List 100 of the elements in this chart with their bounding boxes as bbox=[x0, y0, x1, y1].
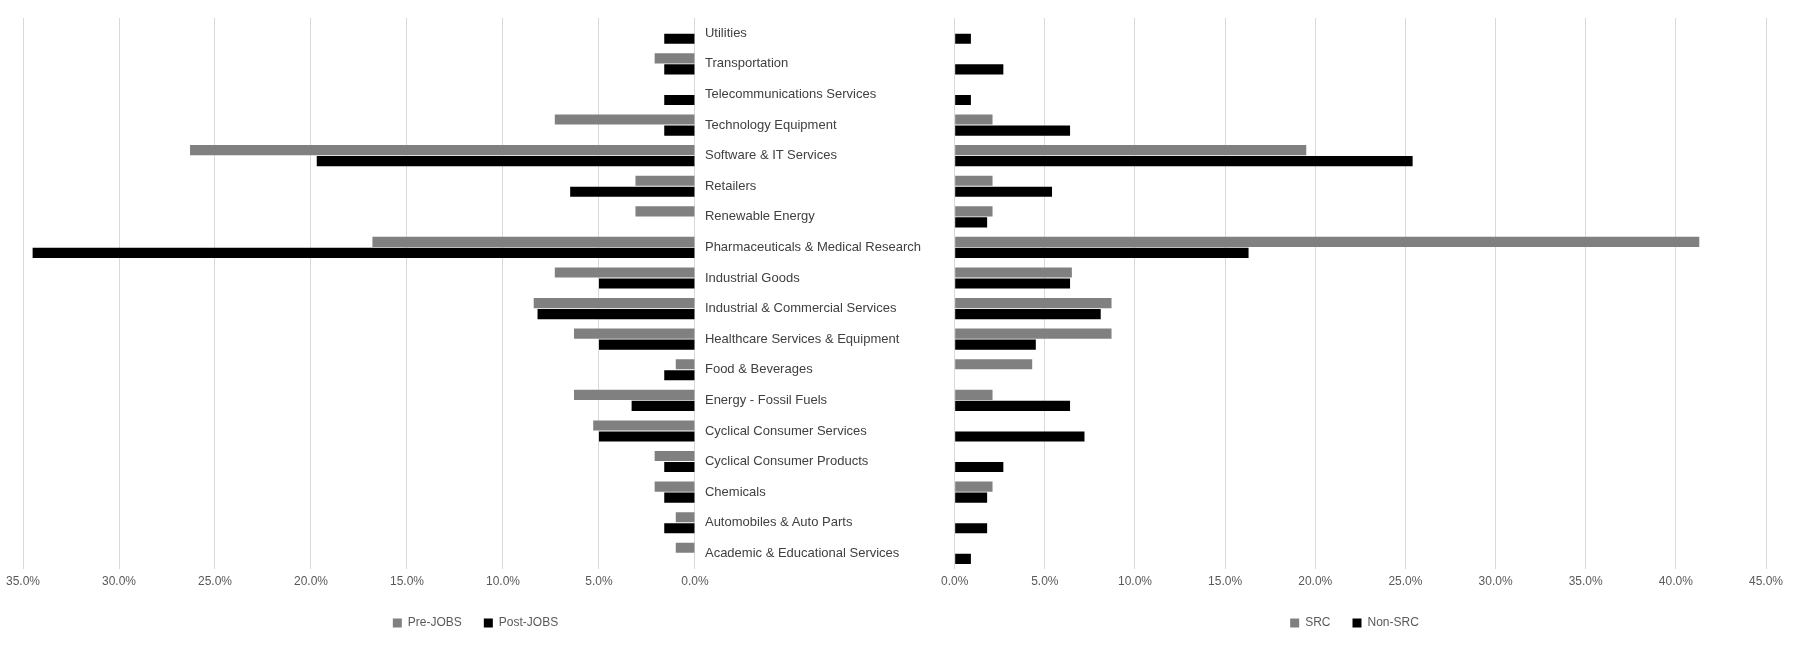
legend-label: Pre-JOBS bbox=[407, 615, 462, 630]
x-tick-label: 30.0% bbox=[1478, 574, 1513, 589]
bar bbox=[955, 206, 993, 217]
bar bbox=[598, 278, 695, 289]
bar bbox=[635, 175, 695, 186]
bar bbox=[955, 64, 1004, 75]
y-tick-label: Cyclical Consumer Products bbox=[704, 453, 869, 469]
bar bbox=[955, 145, 1307, 156]
y-tick-label: Energy - Fossil Fuels bbox=[704, 391, 828, 407]
bar bbox=[664, 492, 695, 503]
bar bbox=[32, 247, 695, 258]
bar bbox=[955, 186, 1053, 197]
y-tick-label: Industrial Goods bbox=[704, 269, 801, 285]
bar bbox=[955, 481, 993, 492]
bar bbox=[955, 33, 971, 44]
bar bbox=[654, 481, 695, 492]
legend-label: Non-SRC bbox=[1367, 615, 1420, 630]
x-tick-label: 10.0% bbox=[1117, 574, 1153, 589]
bar bbox=[955, 298, 1112, 309]
bar bbox=[955, 431, 1085, 442]
bar bbox=[955, 400, 1071, 411]
y-tick-label: Industrial & Commercial Services bbox=[704, 300, 897, 316]
bar bbox=[635, 206, 695, 217]
bar bbox=[955, 217, 988, 228]
bar bbox=[955, 175, 993, 186]
y-tick-label: Technology Equipment bbox=[704, 116, 837, 132]
bar bbox=[955, 523, 988, 534]
legend-label: SRC bbox=[1305, 615, 1331, 630]
y-tick-label: Chemicals bbox=[704, 483, 767, 499]
y-tick-label: Pharmaceuticals & Medical Research bbox=[704, 238, 922, 254]
x-tick-label: 10.0% bbox=[485, 574, 521, 589]
y-tick-label: Telecommunications Services bbox=[704, 86, 877, 102]
bar bbox=[316, 156, 695, 167]
y-tick-label: Food & Beverages bbox=[704, 361, 814, 377]
bar bbox=[537, 309, 695, 320]
y-tick-label: Renewable Energy bbox=[704, 208, 816, 224]
bar bbox=[955, 492, 988, 503]
bar bbox=[955, 278, 1071, 289]
bar bbox=[664, 125, 695, 136]
bar bbox=[664, 461, 695, 473]
bar bbox=[533, 298, 695, 309]
bar bbox=[675, 542, 695, 553]
bar bbox=[955, 156, 1413, 167]
bar bbox=[955, 114, 993, 125]
legend-label: Post-JOBS bbox=[498, 615, 559, 630]
bar bbox=[664, 64, 695, 75]
bar bbox=[664, 370, 695, 381]
bar bbox=[955, 309, 1101, 320]
bar bbox=[955, 94, 971, 106]
bar bbox=[664, 523, 695, 534]
bar bbox=[372, 236, 695, 247]
y-tick-label: Transportation bbox=[704, 55, 789, 71]
bar bbox=[598, 431, 695, 442]
x-tick-label: 15.0% bbox=[1208, 574, 1243, 589]
bar bbox=[554, 114, 695, 125]
bar bbox=[598, 339, 695, 350]
bar bbox=[190, 145, 695, 156]
bar bbox=[675, 512, 695, 523]
bar bbox=[593, 420, 695, 431]
bar bbox=[664, 33, 695, 44]
bar bbox=[955, 389, 993, 400]
x-tick-label: 40.0% bbox=[1658, 574, 1694, 589]
bar bbox=[955, 236, 1700, 247]
y-tick-label: Automobiles & Auto Parts bbox=[704, 514, 853, 530]
bar bbox=[664, 94, 695, 106]
x-tick-label: 25.0% bbox=[197, 574, 233, 589]
x-tick-label: 30.0% bbox=[101, 574, 137, 589]
y-tick-label: Cyclical Consumer Services bbox=[704, 422, 868, 438]
bar bbox=[631, 400, 695, 411]
x-tick-label: 25.0% bbox=[1388, 574, 1423, 589]
x-tick-label: 35.0% bbox=[6, 574, 41, 589]
bar bbox=[955, 328, 1112, 339]
x-tick-label: 20.0% bbox=[293, 574, 329, 589]
bar bbox=[654, 450, 695, 462]
y-tick-label: Academic & Educational Services bbox=[704, 544, 900, 560]
bar bbox=[675, 359, 695, 370]
bar bbox=[574, 389, 695, 400]
bar bbox=[570, 186, 695, 197]
y-tick-label: Software & IT Services bbox=[704, 147, 838, 163]
bar bbox=[955, 125, 1071, 136]
bar bbox=[574, 328, 695, 339]
x-tick-label: 0.0% bbox=[681, 574, 709, 589]
bar bbox=[554, 267, 695, 278]
bar bbox=[955, 339, 1036, 350]
x-tick-label: 45.0% bbox=[1748, 574, 1784, 589]
bar bbox=[955, 461, 1004, 473]
bar bbox=[955, 267, 1072, 278]
x-tick-label: 20.0% bbox=[1298, 574, 1333, 589]
x-tick-label: 5.0% bbox=[585, 574, 613, 589]
x-tick-label: 5.0% bbox=[1031, 574, 1059, 589]
x-tick-label: 35.0% bbox=[1568, 574, 1604, 589]
bar bbox=[654, 53, 695, 64]
bar bbox=[955, 359, 1033, 370]
y-tick-label: Retailers bbox=[704, 177, 757, 193]
bar bbox=[955, 553, 971, 564]
y-tick-label: Healthcare Services & Equipment bbox=[704, 330, 900, 346]
x-tick-label: 0.0% bbox=[941, 574, 969, 589]
y-tick-label: Utilities bbox=[704, 24, 748, 40]
bar bbox=[955, 247, 1249, 258]
x-tick-label: 15.0% bbox=[389, 574, 425, 589]
